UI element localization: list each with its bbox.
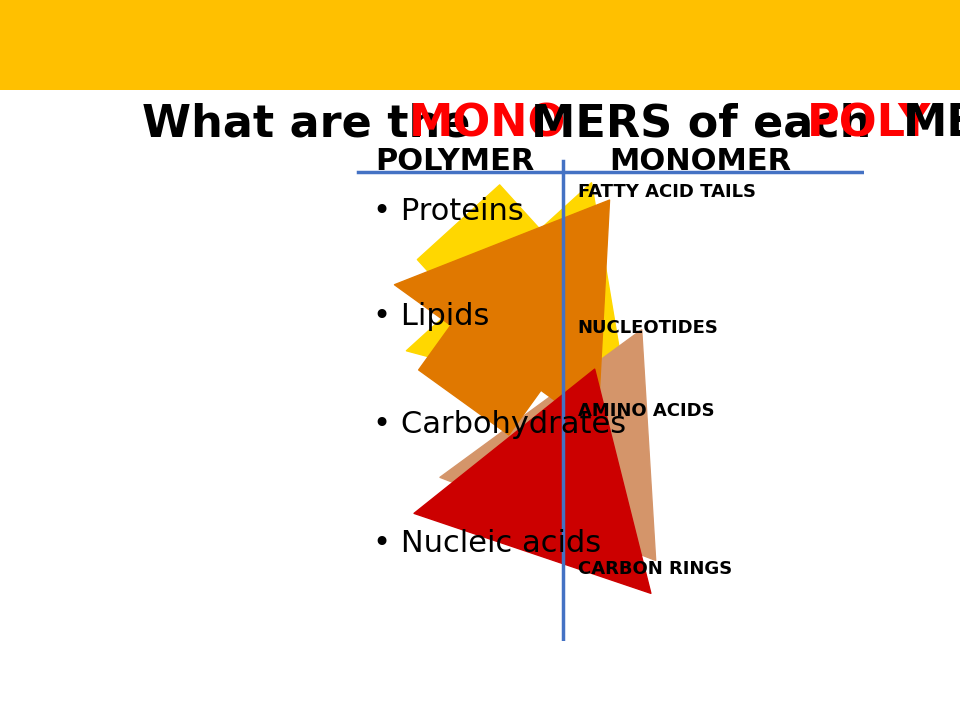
Text: POLY: POLY — [806, 102, 931, 145]
Text: MONOMER: MONOMER — [610, 147, 791, 176]
Text: • Carbohydrates: • Carbohydrates — [372, 410, 626, 439]
Text: FATTY ACID TAILS: FATTY ACID TAILS — [578, 183, 756, 201]
Text: MER?: MER? — [903, 102, 960, 145]
Text: MONO: MONO — [409, 102, 566, 145]
Text: AMINO ACIDS: AMINO ACIDS — [578, 402, 714, 420]
Text: NUCLEOTIDES: NUCLEOTIDES — [578, 318, 718, 336]
Text: • Lipids: • Lipids — [372, 302, 490, 331]
Text: • Nucleic acids: • Nucleic acids — [372, 529, 601, 558]
Text: CARBON RINGS: CARBON RINGS — [578, 559, 732, 577]
Text: MERS of each: MERS of each — [531, 102, 887, 145]
Text: What are the: What are the — [142, 102, 486, 145]
Text: • Proteins: • Proteins — [372, 197, 524, 225]
Text: POLYMER: POLYMER — [375, 147, 535, 176]
